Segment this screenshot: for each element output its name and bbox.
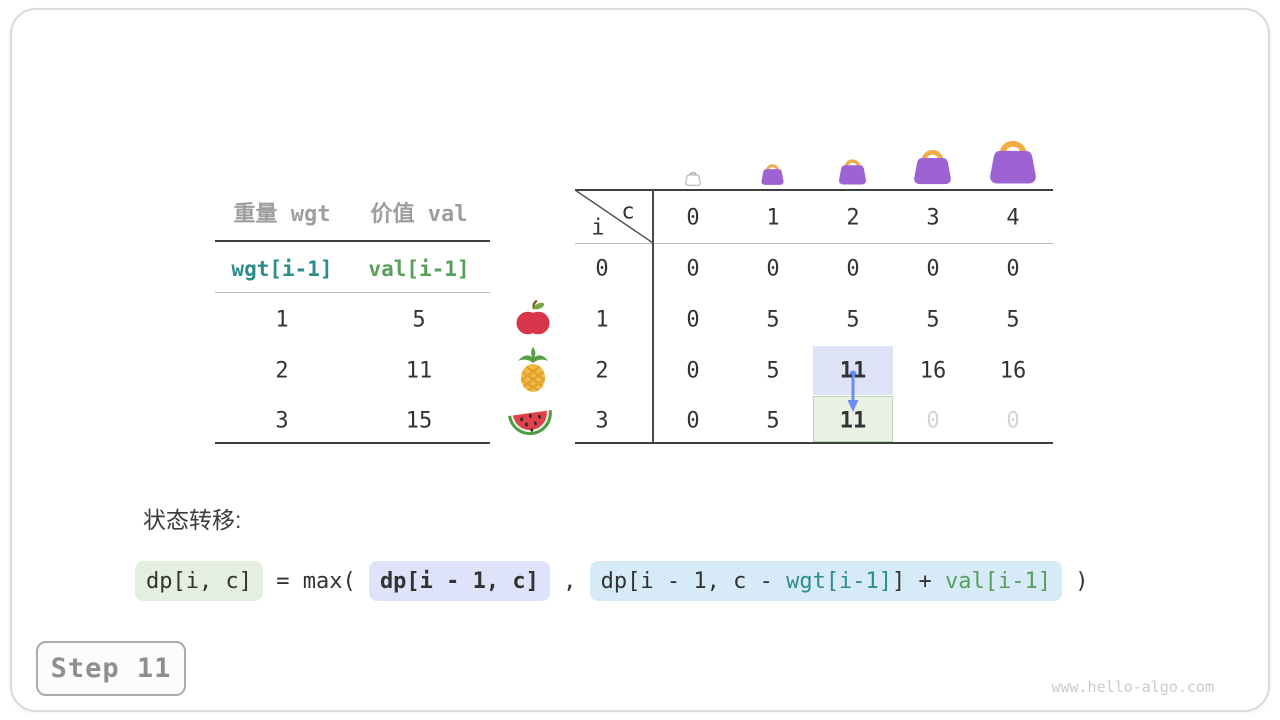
dp-table-top-rule xyxy=(575,189,1053,191)
step-badge-label: Step 11 xyxy=(50,653,172,684)
dp-cell-3-0: 0 xyxy=(686,408,700,434)
formula-close-paren: ) xyxy=(1062,568,1089,594)
items-table-bottom-rule xyxy=(215,442,490,444)
dp-corner-col-label: c xyxy=(621,199,635,225)
items-index-wgt-label: wgt[i-1] xyxy=(231,257,333,281)
bag-size-2-icon xyxy=(839,159,866,185)
dp-cell-3-2: 11 xyxy=(839,408,867,434)
dp-row-header-0: 0 xyxy=(595,256,609,282)
formula-arg2-part2: ] + xyxy=(892,568,946,594)
dp-col-header-4: 4 xyxy=(1006,205,1020,231)
dp-cell-0-0: 0 xyxy=(686,256,700,282)
formula-arg2-part1: dp[i - 1, c - xyxy=(600,568,787,594)
apple-icon xyxy=(516,299,550,335)
bag-size-3-icon xyxy=(914,150,951,185)
dp-cell-2-2: 11 xyxy=(839,358,867,384)
dp-corner-diagonal xyxy=(575,190,653,243)
dp-col-header-3: 3 xyxy=(926,205,940,231)
dp-cell-3-3: 0 xyxy=(926,408,940,434)
dp-col-header-1: 1 xyxy=(766,205,780,231)
step-badge: Step 11 xyxy=(36,641,186,696)
dp-col-header-2: 2 xyxy=(846,205,860,231)
bag-empty-icon xyxy=(685,171,701,186)
dp-table-bottom-rule xyxy=(575,442,1053,444)
items-header-val: 价值 val xyxy=(370,202,468,227)
dp-cell-1-4: 5 xyxy=(1006,307,1020,333)
bag-size-4-icon xyxy=(990,140,1036,184)
dp-corner-row-label: i xyxy=(591,215,605,241)
dp-row-header-2: 2 xyxy=(595,358,609,384)
watermark: www.hello-algo.com xyxy=(1051,678,1214,696)
dp-cell-3-4: 0 xyxy=(1006,408,1020,434)
formula-lhs-box: dp[i, c] xyxy=(135,561,263,601)
canvas-card xyxy=(10,8,1270,712)
items-index-val-label: val[i-1] xyxy=(368,257,470,281)
dp-cell-1-3: 5 xyxy=(926,307,940,333)
formula-arg2-box: dp[i - 1, c - wgt[i-1] ] + val[i-1] xyxy=(589,561,1062,601)
dp-cell-2-0: 0 xyxy=(686,358,700,384)
transition-arrow-icon xyxy=(847,370,859,412)
watermelon-icon xyxy=(508,410,552,436)
item-2-wgt: 2 xyxy=(275,358,289,384)
dp-cell-2-4: 16 xyxy=(999,358,1027,384)
dp-cell-0-3: 0 xyxy=(926,256,940,282)
dp-cell-1-0: 0 xyxy=(686,307,700,333)
dp-cell-1-2: 5 xyxy=(846,307,860,333)
dp-table-vertical-rule xyxy=(652,190,654,443)
state-transition-label: 状态转移: xyxy=(143,507,242,533)
dp-cell-3-1: 5 xyxy=(766,408,780,434)
bag-size-1-icon xyxy=(761,164,784,185)
dp-row-header-1: 1 xyxy=(595,307,609,333)
state-transition-formula: dp[i, c] = max( dp[i - 1, c] , dp[i - 1,… xyxy=(135,560,1089,602)
dp-table-header-rule xyxy=(575,243,1053,244)
items-header-wgt: 重量 wgt xyxy=(233,202,331,227)
dp-cell-0-2: 0 xyxy=(846,256,860,282)
item-3-val: 15 xyxy=(405,408,433,434)
items-table-top-rule xyxy=(215,240,490,242)
dp-cell-2-3: 16 xyxy=(919,358,947,384)
dp-col-header-0: 0 xyxy=(686,205,700,231)
formula-arg1-box: dp[i - 1, c] xyxy=(368,561,550,601)
dp-cell-2-1: 5 xyxy=(766,358,780,384)
formula-arg2-wgt: wgt[i-1] xyxy=(786,568,893,594)
item-1-wgt: 1 xyxy=(275,307,289,333)
item-3-wgt: 3 xyxy=(275,408,289,434)
dp-cell-1-1: 5 xyxy=(766,307,780,333)
items-table-mid-rule xyxy=(215,292,490,293)
formula-operator: = max( xyxy=(262,568,369,594)
dp-cell-0-1: 0 xyxy=(766,256,780,282)
dp-cell-0-4: 0 xyxy=(1006,256,1020,282)
pineapple-icon xyxy=(518,347,548,392)
dp-row-header-3: 3 xyxy=(595,408,609,434)
item-2-val: 11 xyxy=(405,358,433,384)
item-1-val: 5 xyxy=(412,307,426,333)
formula-arg2-val: val[i-1] xyxy=(945,568,1051,594)
formula-comma: , xyxy=(549,568,590,594)
